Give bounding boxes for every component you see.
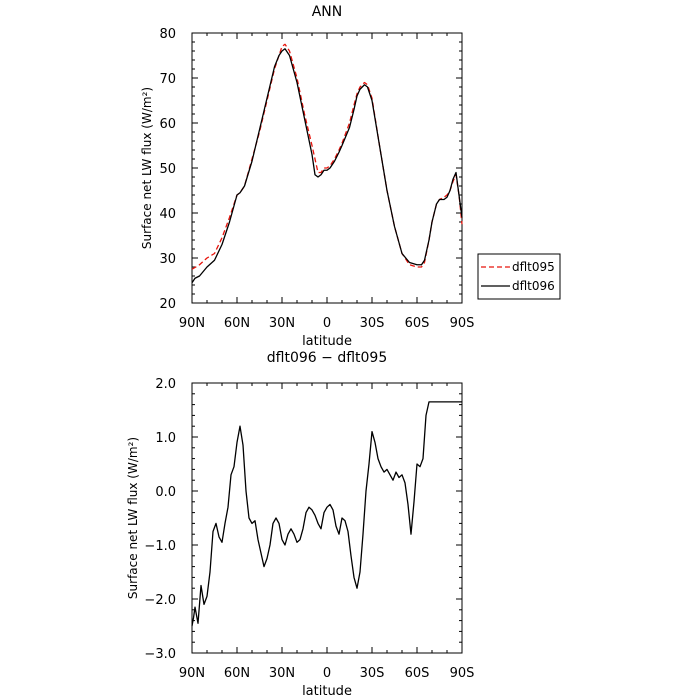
bottom-y-axis-label: Surface net LW flux (W/m²): [126, 437, 140, 599]
top-ytick-label: 80: [159, 27, 176, 42]
top-ytick-label: 20: [159, 297, 176, 312]
top-y-axis-label: Surface net LW flux (W/m²): [140, 87, 154, 249]
top-ytick-label: 30: [159, 252, 176, 267]
top-axis-ticks: [191, 32, 463, 304]
bottom-chart-panel: dflt096 − dflt095 −3.0 −2.0 −1.0 0.0 1.0…: [126, 350, 474, 699]
legend-frame: [477, 253, 561, 300]
bottom-ytick-label: −2.0: [144, 593, 176, 608]
top-chart-title: ANN: [312, 4, 343, 20]
bottom-xtick-label: 60S: [405, 666, 430, 681]
bottom-x-axis-label: latitude: [302, 684, 352, 699]
top-chart-panel: ANN 80 70 60 50 40 30 20 90N 60N 30N 0 3…: [140, 4, 561, 349]
bottom-xtick-label: 90N: [179, 666, 205, 681]
top-ytick-label: 50: [159, 162, 176, 177]
top-series-line-dflt095: [191, 43, 463, 270]
bottom-ytick-label: 0.0: [155, 485, 176, 500]
bottom-xtick-label: 30S: [360, 666, 385, 681]
bottom-xtick-label: 0: [323, 666, 331, 681]
bottom-series-group: [191, 401, 462, 627]
top-xtick-label: 60S: [405, 316, 430, 331]
bottom-ytick-label: 2.0: [155, 377, 176, 392]
top-ytick-label: 70: [159, 72, 176, 87]
top-xtick-label: 90N: [179, 316, 205, 331]
bottom-chart-title: dflt096 − dflt095: [267, 350, 387, 366]
top-xtick-label: 0: [323, 316, 331, 331]
bottom-xtick-label: 60N: [224, 666, 250, 681]
legend: dflt095 dflt096: [477, 253, 561, 300]
legend-label-dflt096: dflt096: [512, 279, 555, 293]
legend-label-dflt095: dflt095: [512, 260, 555, 274]
bottom-axis-ticks: [191, 382, 463, 654]
bottom-xtick-label: 90S: [450, 666, 475, 681]
top-ytick-label: 40: [159, 207, 176, 222]
top-ytick-label: 60: [159, 117, 176, 132]
bottom-plot-frame: [191, 382, 463, 654]
top-series-line-dflt096: [191, 48, 463, 284]
bottom-xtick-label: 30N: [269, 666, 295, 681]
bottom-ytick-label: −3.0: [144, 647, 176, 662]
bottom-ytick-label: 1.0: [155, 431, 176, 446]
top-xtick-label: 30S: [360, 316, 385, 331]
top-xtick-label: 90S: [450, 316, 475, 331]
top-xtick-label: 60N: [224, 316, 250, 331]
top-series-group: [191, 43, 463, 284]
bottom-series-line-series-0: [191, 401, 462, 627]
top-x-axis-label: latitude: [302, 334, 352, 349]
top-xtick-label: 30N: [269, 316, 295, 331]
bottom-ytick-label: −1.0: [144, 539, 176, 554]
